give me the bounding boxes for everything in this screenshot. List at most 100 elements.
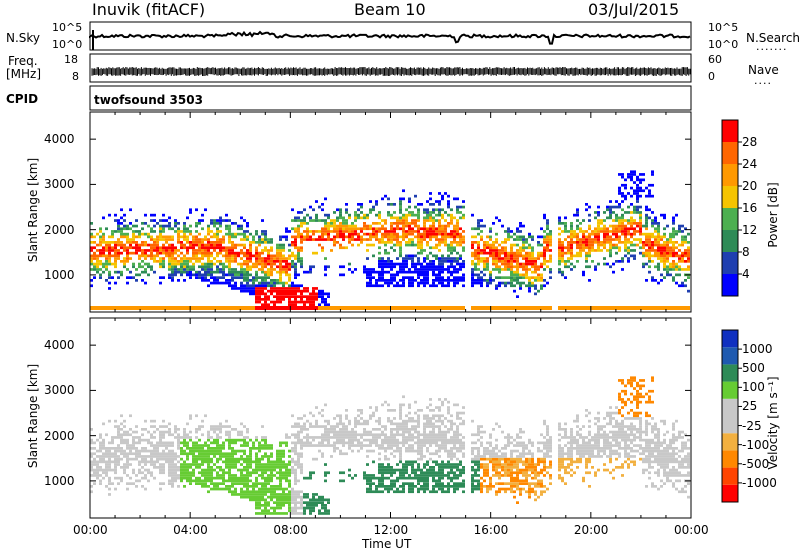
- power-cell: [297, 224, 300, 228]
- power-cell: [291, 289, 294, 293]
- power-cell: [645, 254, 648, 258]
- velocity-cell: [138, 455, 141, 458]
- power-cell: [255, 279, 258, 282]
- power-cell: [441, 230, 444, 233]
- power-cell: [159, 230, 162, 233]
- power-cell: [126, 238, 129, 241]
- power-cell: [594, 249, 597, 252]
- velocity-cell: [243, 468, 246, 472]
- power-cell: [684, 260, 687, 263]
- power-heatmap-cells: [90, 170, 690, 310]
- velocity-cell: [180, 468, 183, 472]
- power-cell: [645, 251, 648, 255]
- power-cell: [651, 249, 654, 252]
- power-cell: [294, 270, 297, 274]
- power-cell: [390, 241, 393, 244]
- power-cell: [396, 232, 399, 236]
- velocity-cell: [288, 504, 291, 507]
- velocity-cell: [222, 452, 225, 456]
- power-cell: [633, 230, 636, 233]
- power-cell: [627, 175, 630, 179]
- power-cell: [480, 257, 483, 260]
- velocity-cell: [93, 463, 96, 466]
- power-cell: [474, 279, 477, 282]
- power-cell: [531, 238, 534, 241]
- power-cell: [111, 232, 114, 236]
- velocity-cell: [225, 438, 228, 442]
- power-cell: [582, 243, 585, 247]
- power-cell: [225, 281, 228, 285]
- velocity-cell: [201, 479, 204, 483]
- power-cell: [399, 254, 402, 258]
- power-cell: [423, 284, 426, 288]
- power-cell: [516, 260, 519, 263]
- velocity-cell: [132, 441, 135, 445]
- power-cell: [162, 243, 165, 247]
- power-cell: [549, 270, 552, 274]
- power-cell: [411, 281, 414, 285]
- velocity-cell: [285, 479, 288, 483]
- power-cell: [675, 262, 678, 266]
- power-cell: [645, 279, 648, 282]
- power-cell: [507, 254, 510, 258]
- power-cell: [186, 260, 189, 263]
- power-cell: [252, 265, 255, 269]
- power-cell: [318, 219, 321, 222]
- velocity-cell: [261, 512, 264, 515]
- power-cell: [201, 227, 204, 231]
- power-cell: [105, 254, 108, 258]
- velocity-cell: [300, 455, 303, 458]
- power-cell: [231, 276, 234, 279]
- power-cell: [375, 284, 378, 288]
- power-cell: [387, 197, 390, 201]
- power-cell: [498, 281, 501, 285]
- velocity-cell: [300, 468, 303, 472]
- power-cell: [648, 254, 651, 258]
- velocity-cell: [309, 436, 312, 439]
- velocity-cell: [249, 447, 252, 450]
- power-cell: [684, 227, 687, 231]
- power-cell: [441, 208, 444, 212]
- power-cell: [399, 216, 402, 220]
- power-cell: [636, 224, 639, 228]
- power-cell: [630, 224, 633, 228]
- velocity-cell: [171, 444, 174, 447]
- power-cell: [432, 273, 435, 277]
- power-cell: [573, 230, 576, 233]
- velocity-cell: [282, 501, 285, 504]
- velocity-cell: [261, 482, 264, 485]
- power-cell: [615, 227, 618, 231]
- velocity-cell: [225, 457, 228, 461]
- velocity-cell: [108, 455, 111, 458]
- velocity-cell: [168, 466, 171, 469]
- velocity-cell: [180, 474, 183, 477]
- power-cell: [654, 227, 657, 231]
- power-cell: [162, 213, 165, 217]
- power-cell: [657, 235, 660, 239]
- power-cell: [105, 246, 108, 250]
- power-cell: [483, 257, 486, 260]
- power-cell: [312, 292, 315, 296]
- power-cell: [381, 284, 384, 288]
- power-cell: [672, 232, 675, 236]
- power-cell: [165, 246, 168, 250]
- power-cell: [363, 232, 366, 236]
- power-ground-cell: [435, 306, 438, 310]
- power-cell: [570, 235, 573, 239]
- velocity-cell: [117, 449, 120, 453]
- power-cell: [597, 262, 600, 266]
- power-cell: [399, 235, 402, 239]
- power-cell: [270, 262, 273, 266]
- velocity-cell: [108, 468, 111, 472]
- power-cell: [375, 238, 378, 241]
- power-cell: [252, 276, 255, 279]
- velocity-cell: [288, 498, 291, 502]
- velocity-cell: [213, 428, 216, 431]
- power-cell: [141, 254, 144, 258]
- power-cell: [120, 260, 123, 263]
- power-cell: [588, 224, 591, 228]
- velocity-cell: [201, 449, 204, 453]
- power-cell: [354, 211, 357, 214]
- velocity-cell: [279, 495, 282, 499]
- power-cell: [636, 183, 639, 187]
